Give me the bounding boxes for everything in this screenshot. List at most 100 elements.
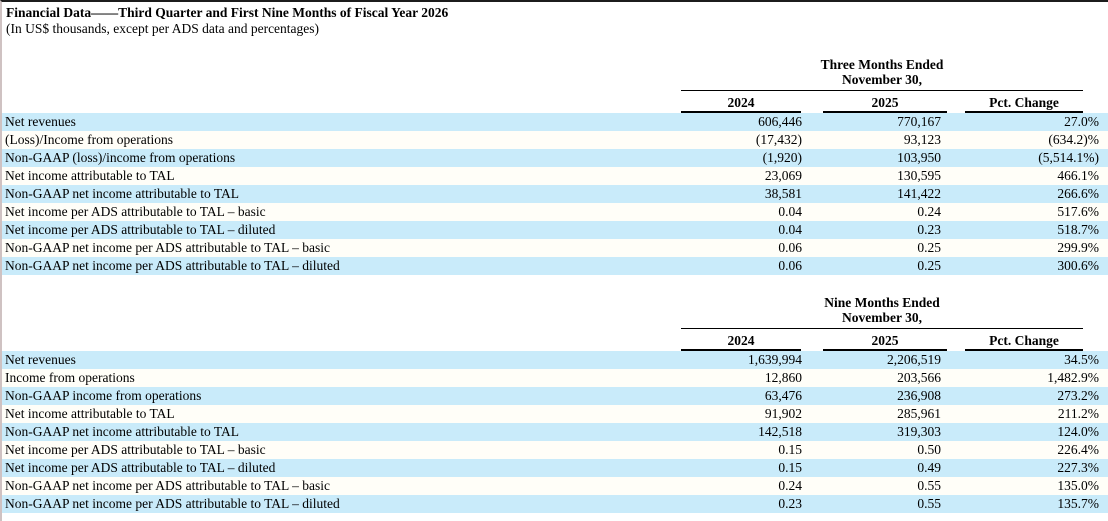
value-2025: 0.55 <box>917 478 941 493</box>
value-2025: 0.50 <box>917 442 941 457</box>
column-header-row: 2024 2025 Pct. Change <box>2 329 1108 351</box>
row-label: Non-GAAP net income per ADS attributable… <box>5 240 330 255</box>
value-2025: 103,950 <box>897 150 941 165</box>
three-months-table: Three Months Ended November 30, 2024 202… <box>2 57 1108 275</box>
table-row: Non-GAAP net income attributable to TAL 3… <box>2 185 1108 203</box>
row-label: Non-GAAP net income attributable to TAL <box>5 424 239 439</box>
table-row: Net income per ADS attributable to TAL –… <box>2 221 1108 239</box>
spacer-cell <box>2 295 620 329</box>
period-line-1: Three Months Ended <box>820 57 944 72</box>
value-2024: 38,581 <box>764 186 802 201</box>
period-line-1: Nine Months Ended <box>824 295 940 310</box>
row-label: (Loss)/Income from operations <box>5 132 173 147</box>
column-header-row: 2024 2025 Pct. Change <box>2 91 1108 113</box>
spacer-cell <box>2 91 620 113</box>
table-row: Net income per ADS attributable to TAL –… <box>2 441 1108 459</box>
column-header-2024: 2024 <box>681 95 801 113</box>
row-label: Non-GAAP (loss)/income from operations <box>5 150 236 165</box>
value-pct-change: 266.6% <box>1057 186 1099 201</box>
row-label: Net income attributable to TAL <box>5 168 175 183</box>
value-pct-change: 135.7% <box>1057 496 1100 511</box>
spacer-cell <box>2 329 620 351</box>
value-2025: 203,566 <box>897 370 941 385</box>
page-title: Financial Data——Third Quarter and First … <box>6 5 449 20</box>
table-row: Non-GAAP net income per ADS attributable… <box>2 239 1108 257</box>
value-2024: 0.15 <box>778 460 802 475</box>
column-header-2025: 2025 <box>823 333 947 351</box>
row-label: Net income per ADS attributable to TAL –… <box>5 222 276 237</box>
value-2025: 2,206,519 <box>887 352 941 367</box>
value-pct-change: 1,482.9% <box>1047 370 1100 385</box>
value-2024: (17,432) <box>755 132 802 147</box>
value-2024: 142,518 <box>758 424 802 439</box>
row-label: Net income per ADS attributable to TAL –… <box>5 460 276 475</box>
period-header-row: Three Months Ended November 30, <box>2 57 1108 91</box>
value-2024: 0.24 <box>778 478 802 493</box>
value-pct-change: 273.2% <box>1057 388 1100 403</box>
value-2025: 0.25 <box>917 240 941 255</box>
table-row: Non-GAAP net income attributable to TAL 1… <box>2 423 1108 441</box>
value-2025: 0.24 <box>917 204 941 219</box>
row-label: Net revenues <box>5 352 76 367</box>
value-2025: 770,167 <box>897 114 941 129</box>
value-pct-change: (634.2)% <box>1048 132 1099 147</box>
value-2025: 0.25 <box>917 258 941 273</box>
value-pct-change: 300.6% <box>1057 258 1099 273</box>
value-pct-change: 135.0% <box>1057 478 1100 493</box>
value-2024: 23,069 <box>764 168 802 183</box>
period-header: Three Months Ended November 30, <box>681 57 1083 91</box>
value-2024: 606,446 <box>758 114 802 129</box>
row-label: Net revenues <box>5 114 76 129</box>
period-line-2: November 30, <box>842 72 922 87</box>
value-pct-change: (5,514.1%) <box>1038 150 1099 165</box>
row-label: Net income attributable to TAL <box>5 406 175 421</box>
table-row: Non-GAAP income from operations 63,476 236… <box>2 387 1108 405</box>
value-pct-change: 518.7% <box>1057 222 1099 237</box>
value-pct-change: 211.2% <box>1057 406 1100 421</box>
period-line-2: November 30, <box>842 310 922 325</box>
value-pct-change: 27.0% <box>1064 114 1099 129</box>
value-2025: 0.23 <box>917 222 941 237</box>
table-row: Net income attributable to TAL 91,902 285,… <box>2 405 1108 423</box>
value-2025: 236,908 <box>897 388 941 403</box>
table-row: Non-GAAP net income per ADS attributable… <box>2 257 1108 275</box>
table-row: Net revenues 606,446 770,167 27.0% <box>2 113 1108 131</box>
table-row: Income from operations 12,860 203,566 1,482… <box>2 369 1108 387</box>
value-2024: 0.06 <box>778 240 802 255</box>
financial-data-page: Financial Data——Third Quarter and First … <box>2 2 1108 513</box>
column-header-2024: 2024 <box>681 333 801 351</box>
value-2024: 0.15 <box>778 442 802 457</box>
value-2024: 12,860 <box>764 370 802 385</box>
nine-months-table-body: Net revenues 1,639,994 2,206,519 34.5% Incom… <box>2 351 1108 513</box>
column-header-2025: 2025 <box>823 95 947 113</box>
nine-months-table: Nine Months Ended November 30, 2024 2025… <box>2 295 1108 513</box>
row-label: Net income per ADS attributable to TAL –… <box>5 442 266 457</box>
table-row: Net revenues 1,639,994 2,206,519 34.5% <box>2 351 1108 369</box>
page-subtitle: (In US$ thousands, except per ADS data a… <box>6 21 320 36</box>
value-pct-change: 124.0% <box>1057 424 1100 439</box>
value-pct-change: 299.9% <box>1057 240 1099 255</box>
value-2025: 285,961 <box>897 406 941 421</box>
table-row: Non-GAAP (loss)/income from operations (1… <box>2 149 1108 167</box>
table-row: Non-GAAP net income per ADS attributable… <box>2 477 1108 495</box>
row-label: Net income per ADS attributable to TAL –… <box>5 204 266 219</box>
table-row: Net income per ADS attributable to TAL –… <box>2 203 1108 221</box>
value-pct-change: 466.1% <box>1057 168 1099 183</box>
table-row: Net income attributable to TAL 23,069 130,… <box>2 167 1108 185</box>
value-2024: 63,476 <box>764 388 802 403</box>
value-2024: (1,920) <box>762 150 802 165</box>
value-pct-change: 227.3% <box>1057 460 1100 475</box>
table-row: Net income per ADS attributable to TAL –… <box>2 459 1108 477</box>
value-2024: 0.06 <box>778 258 802 273</box>
row-label: Non-GAAP net income per ADS attributable… <box>5 258 340 273</box>
value-2024: 0.04 <box>778 204 802 219</box>
value-2025: 319,303 <box>897 424 941 439</box>
column-header-pct-change: Pct. Change <box>965 333 1084 351</box>
value-2024: 0.23 <box>778 496 802 511</box>
column-header-pct-change: Pct. Change <box>965 95 1083 113</box>
three-months-table-body: Net revenues 606,446 770,167 27.0% (Loss)/In… <box>2 113 1108 275</box>
value-2025: 0.55 <box>917 496 941 511</box>
spacer-cell <box>2 57 620 91</box>
value-2025: 130,595 <box>897 168 941 183</box>
value-pct-change: 517.6% <box>1057 204 1099 219</box>
